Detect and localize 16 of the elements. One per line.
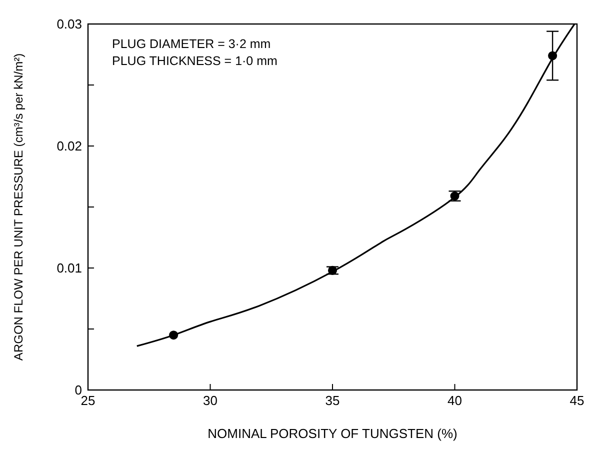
- annotation: PLUG DIAMETER = 3·2 mm: [112, 37, 271, 51]
- point: [548, 51, 558, 60]
- x-tick-label: 40: [448, 393, 462, 408]
- x-tick-label: 30: [203, 393, 218, 408]
- y-axis-title: ARGON FLOW PER UNIT PRESSURE (cm³/s per kN/m²): [11, 53, 26, 361]
- x-axis-title: NOMINAL POROSITY OF TUNGSTEN (%): [208, 426, 458, 441]
- point: [169, 330, 178, 340]
- y-tick-label: 0.03: [56, 16, 82, 32]
- x-tick-label: 45: [570, 393, 584, 408]
- y-tick-label: 0: [74, 382, 82, 398]
- x-tick-label: 25: [80, 393, 96, 408]
- y-tick-label: 0.01: [56, 260, 82, 276]
- x-tick-label: 35: [325, 393, 340, 408]
- point: [328, 266, 338, 275]
- annotation: PLUG THICKNESS = 1·0 mm: [112, 54, 278, 68]
- y-tick-label: 0.02: [56, 138, 82, 154]
